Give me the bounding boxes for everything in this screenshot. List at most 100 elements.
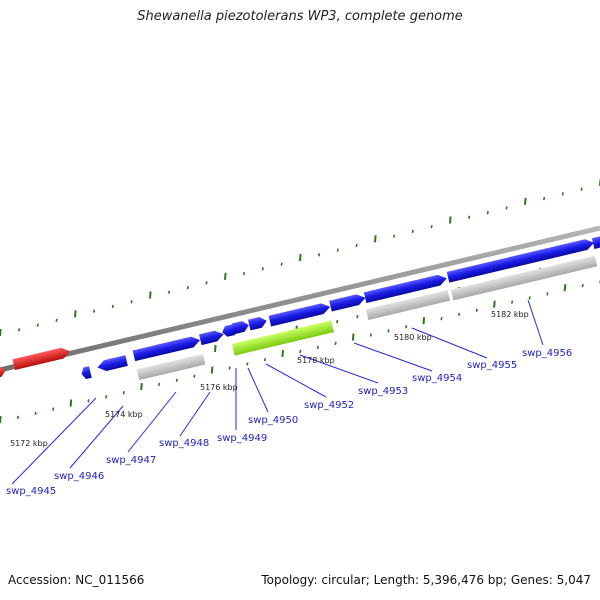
genome-backbone — [0, 225, 600, 373]
outer-scale-tick — [468, 215, 471, 219]
inner-scale-tick — [246, 362, 249, 366]
gene-red-arrow-edge[interactable] — [0, 365, 7, 380]
inner-scale-tick — [334, 341, 337, 345]
inner-scale-tick — [493, 300, 496, 308]
gene-red-arrow[interactable] — [12, 346, 72, 371]
inner-scale-tick — [369, 333, 372, 337]
callout-line — [265, 363, 327, 398]
inner-scale-tick — [458, 312, 461, 317]
outer-scale-tick — [524, 197, 527, 205]
outer-scale-tick — [543, 196, 546, 201]
gene-label-swp-4949[interactable]: swp_4949 — [217, 433, 267, 444]
callout-line — [527, 299, 544, 346]
gene-swp-4955[interactable] — [446, 237, 595, 283]
inner-scale-tick — [546, 292, 549, 296]
outer-scale-tick — [336, 248, 339, 252]
outer-scale-tick — [168, 290, 171, 294]
inner-scale-tick — [193, 374, 196, 378]
gene-label-swp-4953[interactable]: swp_4953 — [358, 386, 408, 397]
scale-label-5178: 5178 kbp — [297, 356, 335, 365]
gene-swp-4949[interactable] — [231, 320, 250, 335]
gene-swp-4945[interactable] — [96, 355, 128, 373]
inner-scale-tick — [34, 411, 37, 415]
gene-swp-4946[interactable] — [132, 335, 202, 362]
outer-scale-tick — [36, 323, 39, 327]
gene-label-swp-4956[interactable]: swp_4956 — [522, 348, 572, 359]
callout-line — [127, 391, 177, 453]
inner-scale-tick — [175, 378, 178, 382]
gene-label-swp-4955[interactable]: swp_4955 — [467, 360, 517, 371]
outer-scale-tick — [393, 234, 396, 238]
gene-swp-4950[interactable] — [247, 316, 268, 331]
callout-line — [299, 354, 379, 384]
outer-scale-tick — [355, 243, 358, 248]
scale-label-5180: 5180 kbp — [394, 333, 432, 342]
gene-swp-4952[interactable] — [268, 302, 332, 327]
gene-swp-4956[interactable] — [591, 235, 600, 249]
outer-scale-tick — [486, 210, 489, 215]
gene-swp-4948[interactable] — [221, 324, 236, 337]
outer-scale-tick — [318, 253, 321, 257]
callout-line — [11, 397, 97, 485]
inner-scale-tick — [351, 333, 355, 341]
inner-mid-scale-tick — [214, 344, 217, 353]
gene-callouts — [11, 299, 544, 485]
inner-scale-tick — [0, 415, 2, 424]
gene-label-swp-4954[interactable]: swp_4954 — [412, 373, 462, 384]
outer-scale-tick — [0, 328, 2, 337]
inner-scale-tick — [299, 349, 302, 354]
outer-scale-tick — [130, 300, 133, 304]
genome-summary-text: Topology: circular; Length: 5,396,476 bp… — [261, 573, 591, 587]
gene-swp-4947[interactable] — [199, 329, 225, 346]
gene-label-swp-4952[interactable]: swp_4952 — [304, 400, 354, 411]
inner-scale-tick — [405, 325, 408, 329]
outer-scale-tick — [430, 225, 433, 229]
outer-scale-tick — [374, 235, 377, 243]
outer-scale-tick — [186, 285, 189, 290]
outer-scale-tick — [243, 271, 246, 276]
inner-scale-tick — [87, 399, 90, 403]
gene-highlight[interactable] — [231, 320, 335, 356]
outer-scale-tick — [299, 253, 302, 262]
outer-scale-tick — [261, 267, 264, 271]
outer-scale-tick — [449, 216, 452, 224]
inner-scale-tick — [158, 382, 161, 387]
gene-label-swp-4945[interactable]: swp_4945 — [6, 486, 56, 497]
inner-scale-tick — [16, 415, 19, 420]
gene-swp-4953[interactable] — [329, 293, 367, 312]
outer-scale-tick — [280, 262, 283, 266]
gene-label-swp-4948[interactable]: swp_4948 — [159, 438, 209, 449]
outer-scale-tick — [580, 187, 583, 191]
outer-scale-tick — [111, 304, 114, 309]
outer-scale-tick — [224, 272, 227, 280]
gene-small-reverse[interactable] — [80, 366, 92, 380]
outer-scale-tick — [149, 291, 152, 299]
callout-line — [353, 342, 433, 372]
scale-label-5176: 5176 kbp — [200, 383, 238, 392]
callout-line — [69, 405, 124, 469]
outer-scale-tick — [93, 309, 96, 313]
gene-label-swp-4947[interactable]: swp_4947 — [106, 455, 156, 466]
gene-swp-4954[interactable] — [363, 273, 448, 304]
scale-label-5174: 5174 kbp — [105, 410, 143, 419]
outer-scale-tick — [205, 281, 208, 285]
gene-gray-2[interactable] — [365, 289, 451, 321]
inner-scale-tick — [263, 358, 267, 362]
inner-scale-tick — [475, 308, 478, 312]
gene-gray-1[interactable] — [136, 353, 206, 381]
gene-gray-3[interactable] — [450, 255, 598, 301]
outer-scale-tick — [18, 328, 21, 332]
inner-scale-tick — [581, 283, 584, 288]
inner-scale-tick — [105, 395, 108, 399]
callout-line — [247, 367, 269, 413]
accession-text: Accession: NC_011566 — [8, 573, 145, 587]
gene-label-swp-4950[interactable]: swp_4950 — [248, 415, 298, 426]
callout-line — [179, 391, 211, 437]
gene-label-swp-4946[interactable]: swp_4946 — [54, 471, 104, 482]
inner-mid-scale-tick — [356, 315, 359, 319]
outer-scale-tick — [561, 192, 564, 196]
callout-line — [411, 327, 488, 359]
inner-scale-tick — [281, 350, 284, 358]
